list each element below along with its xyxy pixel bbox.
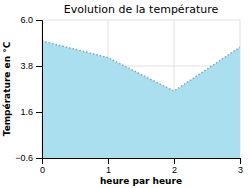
tick-mark [36,66,42,67]
plot: 0 1 2 3 −0.6 1.6 3.8 6.0 [15,15,243,175]
grid-line [42,20,240,21]
tick-label: 1 [106,165,111,175]
tick-label: 3 [238,165,243,175]
tick-mark [36,158,42,159]
tick-mark [108,158,109,164]
x-axis: 0 1 2 3 [40,158,243,175]
tick: 6.0 [20,15,42,25]
tick-mark [36,20,42,21]
tick: 3.8 [20,61,42,71]
tick-label: 3.8 [20,61,33,71]
y-axis: −0.6 1.6 3.8 6.0 [15,15,42,163]
tick: 3 [238,158,243,175]
chart: 0 1 2 3 −0.6 1.6 3.8 6.0 Evolution de la tempéra… [0,0,250,188]
tick: 2 [172,158,177,175]
tick-mark [36,112,42,113]
tick: 1 [106,158,111,175]
axis-line [36,21,43,159]
tick-label: −0.6 [15,153,33,163]
axis-line [43,159,241,165]
tick-label: 6.0 [20,15,33,25]
area [42,41,240,158]
tick-mark [240,158,241,164]
x-axis-title: heure par heure [100,176,182,186]
tick-label: 0 [40,165,45,175]
tick-mark [174,158,175,164]
tick: 1.6 [20,107,42,117]
title: Evolution de la température [64,3,219,16]
tick: 0 [40,158,45,175]
tick-label: 1.6 [20,107,33,117]
line [42,41,240,91]
tick-label: 2 [172,165,177,175]
y-axis-title: Température en °C [2,41,12,136]
grid [42,20,240,158]
tick: −0.6 [15,153,42,163]
marks [42,41,240,158]
